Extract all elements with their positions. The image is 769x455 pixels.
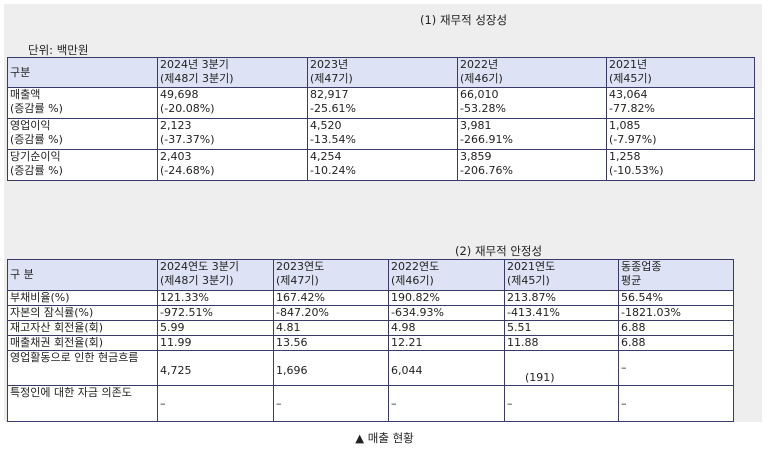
header-cell: 2024연도 3분기 (제48기 3분기): [157, 259, 274, 291]
header-cell: 2024년 3분기 (제48기 3분기): [157, 57, 308, 88]
unit-label: 단위: 백만원: [28, 43, 89, 57]
table-cell: 4,254 -10.24%: [307, 149, 458, 181]
table-cell: –: [157, 385, 274, 422]
growth-header-row: 구분 2024년 3분기 (제48기 3분기) 2023년 (제47기) 2022년…: [7, 57, 755, 88]
table-cell: 4,725: [157, 350, 274, 386]
header-cell: 동종업종 평균: [618, 259, 734, 291]
table-cell: 190.82%: [388, 290, 505, 306]
table-cell: 43,064 -77.82%: [606, 87, 755, 119]
table-cell: 56.54%: [618, 290, 734, 306]
table-cell: 167.42%: [273, 290, 389, 306]
row-label: 특정인에 대한 자금 의존도: [7, 385, 158, 422]
table-cell: 213.87%: [504, 290, 619, 306]
table-cell: 11.88: [504, 335, 619, 351]
table-cell: 5.51: [504, 320, 619, 336]
table-cell: 121.33%: [157, 290, 274, 306]
table-cell: 6.88: [618, 335, 734, 351]
table-cell: -972.51%: [157, 305, 274, 321]
table-cell: –: [618, 385, 734, 422]
table-cell: 82,917 -25.61%: [307, 87, 458, 119]
table-cell: 5.99: [157, 320, 274, 336]
table-cell: 4,520 -13.54%: [307, 118, 458, 150]
table-row: 매출채권 회전율(회) 11.99 13.56 12.21 11.88 6.88: [7, 335, 734, 351]
table-cell: 4.98: [388, 320, 505, 336]
stability-header-row: 구 분 2024연도 3분기 (제48기 3분기) 2023연도 (제47기) 20…: [7, 259, 734, 291]
table-row: 특정인에 대한 자금 의존도 – – – – –: [7, 385, 734, 422]
row-label: 자본의 잠식률(%): [7, 305, 158, 321]
table-cell: –: [273, 385, 389, 422]
header-cell: 구 분: [7, 259, 158, 291]
row-label: 당기순이익 (증감률 %): [7, 149, 158, 181]
table-cell: 4.81: [273, 320, 389, 336]
table-cell: 1,696: [273, 350, 389, 386]
growth-title: (1) 재무적 성장성: [420, 13, 508, 27]
table-cell: -413.41%: [504, 305, 619, 321]
row-label: 부채비율(%): [7, 290, 158, 306]
table-cell: –: [388, 385, 505, 422]
table-cell: 3,859 -206.76%: [457, 149, 607, 181]
table-cell: -847.20%: [273, 305, 389, 321]
header-cell: 2022년 (제46기): [457, 57, 607, 88]
table-cell: 12.21: [388, 335, 505, 351]
header-cell: 구분: [7, 57, 158, 88]
table-cell: 1,258 (-10.53%): [606, 149, 755, 181]
table-cell: –: [504, 385, 619, 422]
table-cell: 6.88: [618, 320, 734, 336]
row-label: 영업활동으로 인한 현금흐름: [7, 350, 158, 386]
row-label: 매출채권 회전율(회): [7, 335, 158, 351]
table-cell: 6,044: [388, 350, 505, 386]
table-row: 자본의 잠식률(%) -972.51% -847.20% -634.93% -4…: [7, 305, 734, 321]
table-row: 영업활동으로 인한 현금흐름 4,725 1,696 6,044 (191) –: [7, 350, 734, 386]
table-cell: 11.99: [157, 335, 274, 351]
figure-caption: ▲ 매출 현황: [355, 431, 414, 445]
stability-table: 구 분 2024연도 3분기 (제48기 3분기) 2023연도 (제47기) 20…: [7, 259, 734, 422]
table-cell: (191): [504, 350, 619, 386]
header-cell: 2021년 (제45기): [606, 57, 755, 88]
table-cell: –: [618, 350, 734, 386]
table-cell: -1821.03%: [618, 305, 734, 321]
row-label: 재고자산 회전율(회): [7, 320, 158, 336]
table-cell: 1,085 (-7.97%): [606, 118, 755, 150]
table-cell: 2,403 (-24.68%): [157, 149, 308, 181]
row-label: 매출액 (증감률 %): [7, 87, 158, 119]
table-cell: 66,010 -53.28%: [457, 87, 607, 119]
table-row: 당기순이익 (증감률 %) 2,403 (-24.68%) 4,254 -10.24%…: [7, 149, 755, 181]
header-cell: 2023연도 (제47기): [273, 259, 389, 291]
table-row: 매출액 (증감률 %) 49,698 (-20.08%) 82,917 -25.61%…: [7, 87, 755, 119]
table-row: 부채비율(%) 121.33% 167.42% 190.82% 213.87% …: [7, 290, 734, 306]
header-cell: 2022연도 (제46기): [388, 259, 505, 291]
table-cell: 49,698 (-20.08%): [157, 87, 308, 119]
table-cell: 2,123 (-37.37%): [157, 118, 308, 150]
table-row: 재고자산 회전율(회) 5.99 4.81 4.98 5.51 6.88: [7, 320, 734, 336]
header-cell: 2021연도 (제45기): [504, 259, 619, 291]
row-label: 영업이익 (증감률 %): [7, 118, 158, 150]
table-cell: -634.93%: [388, 305, 505, 321]
table-cell: 13.56: [273, 335, 389, 351]
header-cell: 2023년 (제47기): [307, 57, 458, 88]
table-row: 영업이익 (증감률 %) 2,123 (-37.37%) 4,520 -13.54% …: [7, 118, 755, 150]
growth-table: 구분 2024년 3분기 (제48기 3분기) 2023년 (제47기) 2022년…: [7, 57, 755, 181]
table-cell: 3,981 -266.91%: [457, 118, 607, 150]
stability-title: (2) 재무적 안정성: [455, 244, 543, 258]
